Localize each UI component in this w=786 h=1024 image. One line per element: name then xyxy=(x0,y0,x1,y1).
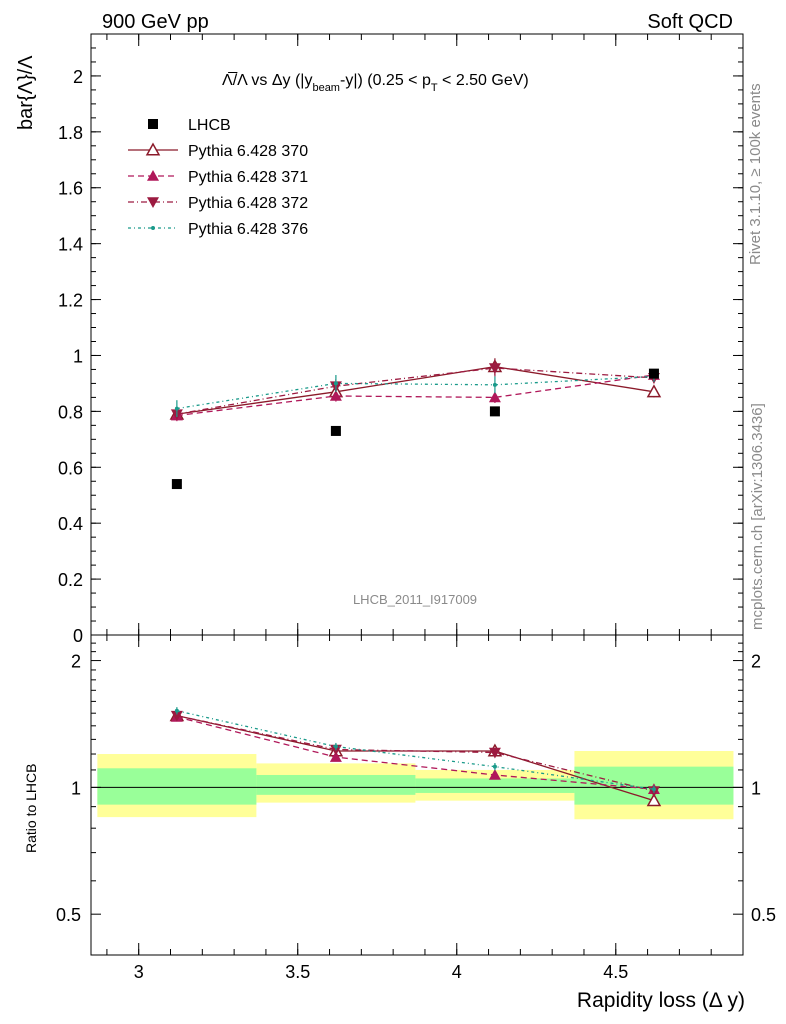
series-line xyxy=(176,375,654,410)
data-point xyxy=(174,406,179,411)
y-tick-label: 1.6 xyxy=(58,179,83,199)
reference-point xyxy=(489,406,500,417)
title-main: Λ̅/Λ vs Δy (|y xyxy=(222,71,312,89)
data-point xyxy=(329,389,342,401)
reference-point xyxy=(648,368,659,379)
data-point xyxy=(492,382,497,387)
ratio-y-tick-label: 2 xyxy=(71,652,81,672)
title-end: < 2.50 GeV) xyxy=(438,72,529,89)
series-line xyxy=(176,374,655,417)
plot-title: Λ̅/Λ vs Δy (|ybeam-y|) (0.25 < pT < 2.50… xyxy=(222,71,529,94)
title-sub1: beam xyxy=(312,82,340,94)
header-right: Soft QCD xyxy=(647,11,733,33)
y-axis-label: bar{Λ}/Λ xyxy=(15,55,37,130)
legend-marker xyxy=(147,197,159,208)
y-tick-label: 1 xyxy=(73,346,83,366)
legend-label: Pythia 6.428 376 xyxy=(188,221,308,238)
ratio-y-tick-label: 1 xyxy=(71,778,81,798)
legend-label: Pythia 6.428 372 xyxy=(188,195,308,212)
y-tick-label: 0.4 xyxy=(58,514,83,534)
ratio-point xyxy=(329,751,342,762)
data-point xyxy=(333,381,338,386)
reference-point xyxy=(330,425,341,436)
ratio-y-axis-label: Ratio to LHCB xyxy=(23,764,39,853)
ratio-point xyxy=(333,744,338,749)
data-point xyxy=(646,384,662,398)
ratio-panel: 3 3.5 4 4.5 0.5 0.5 1 1 2 2 xyxy=(56,634,776,982)
y-tick-label: 0.6 xyxy=(58,458,83,478)
ratio-y-tick-label-right: 1 xyxy=(751,778,761,798)
x-tick-label: 3.5 xyxy=(285,962,310,982)
y-tick-label: 0.8 xyxy=(58,402,83,422)
x-axis-label: Rapidity loss (Δ y) xyxy=(577,989,745,1012)
legend-label-lhcb: LHCB xyxy=(188,117,231,134)
data-point xyxy=(488,363,501,375)
ratio-point xyxy=(492,764,497,769)
mcplots-label: mcplots.cern.ch [arXiv:1306.3436] xyxy=(749,403,766,630)
main-panel: 0 0.2 0.4 0.6 0.8 1 1.2 1.4 1.6 1.8 2 xyxy=(58,33,744,955)
x-tick-label: 4.5 xyxy=(603,962,628,982)
ratio-series-line xyxy=(176,715,655,802)
ratio-point xyxy=(170,710,183,722)
y-tick-label: 2 xyxy=(73,67,83,87)
title-mid: -y|) (0.25 < p xyxy=(340,72,431,89)
header-left: 900 GeV pp xyxy=(102,11,209,33)
ratio-y-tick-label-right: 2 xyxy=(751,652,761,672)
series-line xyxy=(176,365,655,415)
y-tick-label: 1.4 xyxy=(58,235,83,255)
ratio-point xyxy=(651,787,656,792)
reference-point xyxy=(171,479,182,490)
ratio-band-green xyxy=(415,778,575,793)
ratio-band-green xyxy=(97,768,257,805)
legend-marker xyxy=(145,142,161,156)
analysis-watermark: LHCB_2011_I917009 xyxy=(353,592,477,607)
legend-marker xyxy=(147,170,159,181)
y-tick-label: 1.2 xyxy=(58,291,83,311)
ratio-point xyxy=(488,747,501,759)
ratio-point xyxy=(646,793,662,807)
ratio-point xyxy=(488,768,501,780)
ratio-series-line xyxy=(176,716,655,790)
rivet-label: Rivet 3.1.10, ≥ 100k events xyxy=(747,83,764,265)
x-tick-label: 4 xyxy=(452,962,462,982)
series-line xyxy=(176,367,654,415)
ratio-y-tick-label: 0.5 xyxy=(56,905,81,925)
ratio-y-tick-label-right: 0.5 xyxy=(751,905,776,925)
legend-marker-lhcb xyxy=(148,119,158,129)
y-tick-label: 0 xyxy=(73,626,83,646)
x-tick-label: 3 xyxy=(134,962,144,982)
y-tick-label: 0.2 xyxy=(58,570,83,590)
legend-marker xyxy=(151,226,155,230)
ratio-point xyxy=(174,708,179,713)
legend-label: Pythia 6.428 370 xyxy=(188,143,308,160)
ratio-series-line xyxy=(176,715,655,792)
ratio-band-green xyxy=(256,774,416,795)
y-tick-label: 1.8 xyxy=(58,123,83,143)
ratio-series-line xyxy=(176,710,655,790)
ratio-frame xyxy=(90,634,744,956)
legend: LHCB Pythia 6.428 370 Pythia 6.428 371 Pyth… xyxy=(128,117,308,238)
data-point xyxy=(488,391,501,403)
legend-label: Pythia 6.428 371 xyxy=(188,169,308,186)
title-sub2: T xyxy=(431,82,438,94)
